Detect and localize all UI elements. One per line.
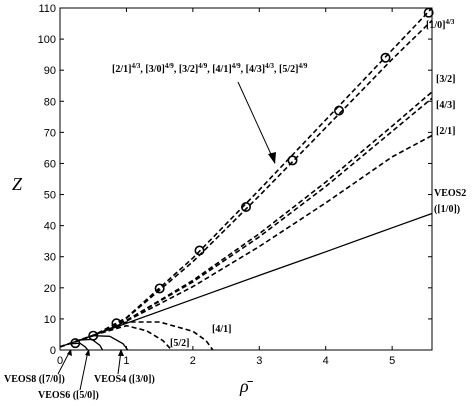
- annotation-arrow-head: [268, 152, 276, 164]
- y-tick-label: 50: [44, 190, 56, 202]
- annotation-veos8-arrowhead: [67, 349, 72, 356]
- y-tick-label: 40: [44, 221, 56, 233]
- annotation-1-0-43: [1/0]4/3: [426, 18, 455, 31]
- series-line-2: [59, 97, 433, 348]
- data-point: [88, 330, 99, 341]
- y-tick-label: 70: [44, 127, 56, 139]
- data-point: [194, 245, 205, 256]
- marker-layer: [70, 7, 434, 349]
- y-tick-label: 100: [38, 34, 56, 46]
- x-tick-label: 3: [256, 355, 262, 367]
- annotation-veos6-arrow: [79, 350, 89, 391]
- annotation-3-2: [3/2]: [436, 74, 455, 85]
- axes-layer: [59, 7, 433, 351]
- series-line-8: [93, 335, 129, 351]
- series-layer: [59, 7, 433, 351]
- data-point: [111, 318, 122, 329]
- annotation-veos8-arrow: [57, 350, 71, 375]
- y-tick-label: 30: [44, 252, 56, 264]
- annotation-veos2-paren: ([1/0]): [434, 204, 460, 215]
- y-tick-label: 110: [38, 3, 56, 15]
- y-tick-label: 20: [44, 283, 56, 295]
- series-line-9: [79, 338, 104, 351]
- y-tick-label: 90: [44, 65, 56, 77]
- data-point: [333, 105, 344, 116]
- y-tick-label: 60: [44, 158, 56, 170]
- y-tick-label: 10: [44, 314, 56, 326]
- annotation-2-1: [2/1]: [436, 126, 455, 137]
- plot-frame: [59, 7, 433, 351]
- x-axis-label: ρ̄: [239, 376, 254, 396]
- x-tick-label: 1: [123, 355, 129, 367]
- annotation-veos6-arrowhead: [85, 349, 90, 356]
- series-line-3: [59, 91, 433, 348]
- data-point: [287, 155, 298, 166]
- annotation-veos8: VEOS8 ([7/0]): [4, 374, 65, 385]
- data-point: [70, 338, 81, 349]
- x-tick-label: 0: [57, 355, 63, 367]
- y-tick-label: 80: [44, 96, 56, 108]
- annotation-veos6: VEOS6 ([5/0]): [38, 390, 99, 401]
- series-line-1: [59, 134, 433, 348]
- y-tick-label: 0: [50, 345, 56, 357]
- series-line-6: [92, 321, 214, 351]
- annotation-arrow-line: [237, 81, 276, 164]
- annotation-4-1: [4/1]: [212, 324, 231, 335]
- annotation-5-2: [5/2]: [170, 338, 189, 349]
- x-tick-label: 2: [190, 355, 196, 367]
- x-tick-label: 4: [323, 355, 329, 367]
- y-axis-label: Z: [12, 174, 23, 194]
- annotation-veos2: VEOS2: [434, 188, 466, 199]
- annotation-veos4: VEOS4 ([3/0]): [94, 374, 155, 385]
- annotation-veos4-arrowhead: [118, 349, 124, 356]
- series-line-5: [59, 7, 433, 348]
- series-line-10: [69, 342, 89, 351]
- data-point: [154, 283, 165, 294]
- data-point: [380, 52, 391, 63]
- annotation-padé-family: [2/1]4/3, [3/0]4/9, [3/2]4/9, [4/1]4/9, …: [112, 62, 308, 75]
- annotation-4-3: [4/3]: [436, 100, 455, 111]
- x-tick-label: 5: [389, 355, 395, 367]
- data-point: [241, 201, 252, 212]
